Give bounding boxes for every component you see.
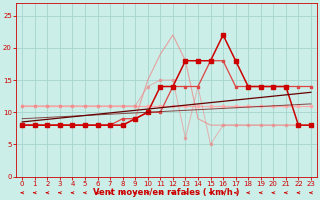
X-axis label: Vent moyen/en rafales ( km/h ): Vent moyen/en rafales ( km/h ) — [93, 188, 240, 197]
